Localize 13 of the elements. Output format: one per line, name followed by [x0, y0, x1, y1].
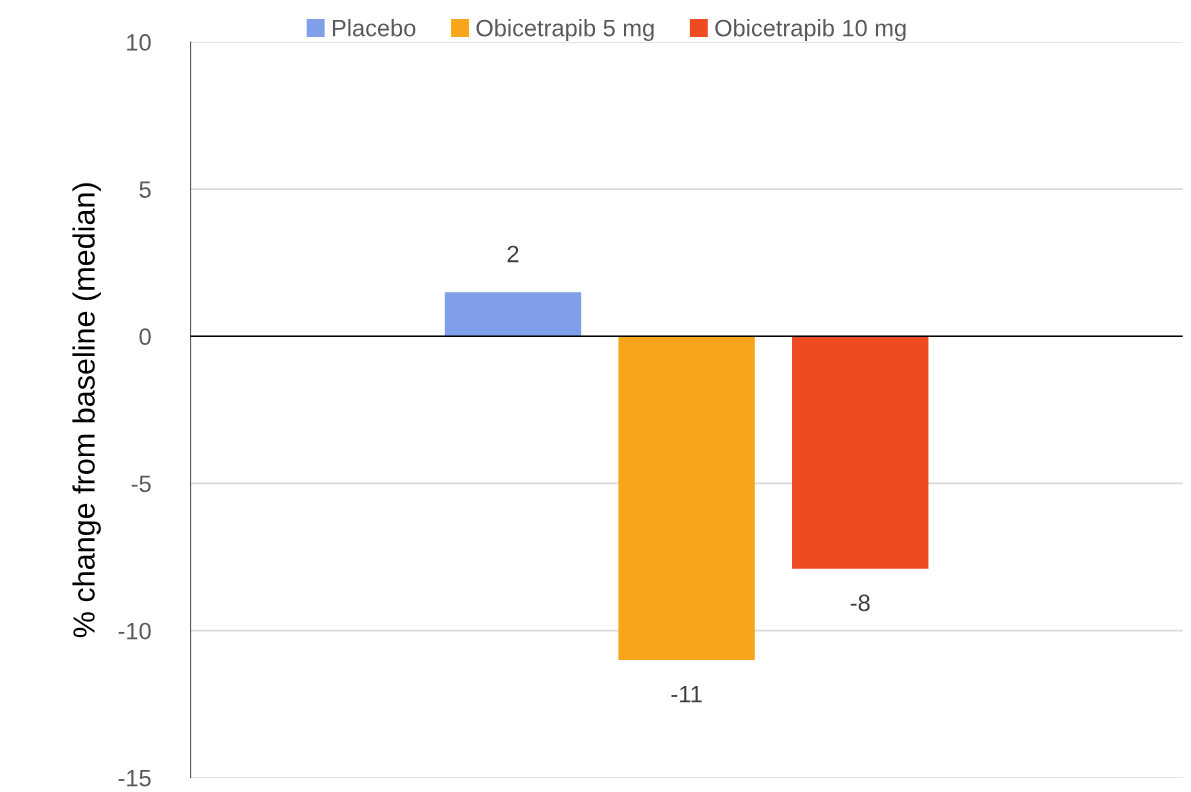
- y-tick-label: -15: [118, 770, 151, 787]
- y-tick-label: 0: [139, 328, 151, 346]
- y-tick-label: 5: [139, 181, 151, 198]
- legend-label: Obicetrapib 5 mg: [476, 19, 654, 42]
- y-axis-title: % change from baseline (median): [72, 183, 101, 638]
- legend-label: Obicetrapib 10 mg: [715, 19, 906, 42]
- data-label: -11: [671, 685, 702, 703]
- legend-label: Placebo: [332, 19, 416, 37]
- y-tick-label: 10: [127, 34, 151, 51]
- y-tick-label: -10: [118, 622, 151, 640]
- data-label: 2: [507, 245, 519, 263]
- data-label: -8: [850, 594, 870, 612]
- y-tick-label: -5: [131, 475, 151, 493]
